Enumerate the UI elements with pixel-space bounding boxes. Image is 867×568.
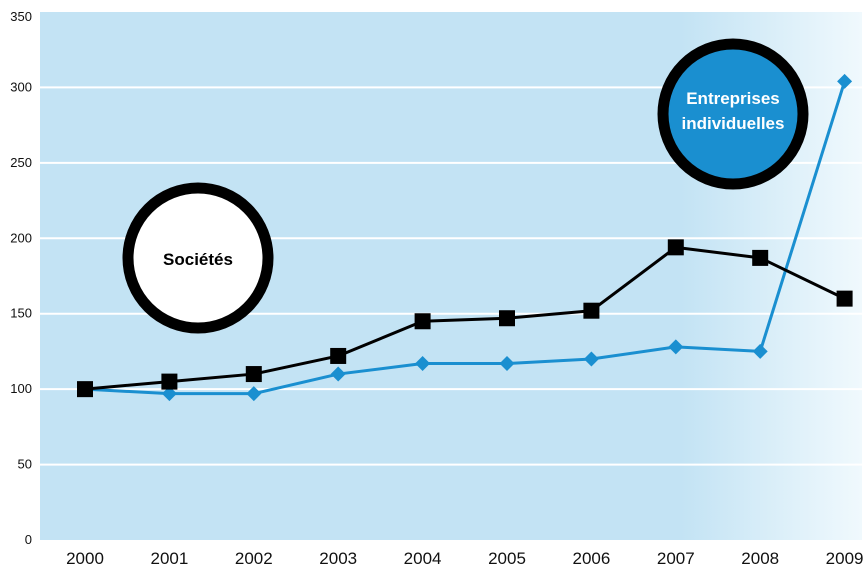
x-tick-label: 2006: [572, 549, 610, 568]
y-tick-label: 250: [10, 155, 32, 170]
y-tick-label: 0: [25, 532, 32, 547]
entreprises-label-line1: Entreprises: [686, 89, 780, 108]
data-point-entreprises: [415, 355, 431, 371]
data-point-societes: [499, 310, 515, 327]
y-tick-label: 200: [10, 230, 32, 245]
series-layer: [77, 73, 853, 402]
y-tick-label: 350: [10, 9, 32, 24]
y-axis-ticks: 0 50 100 150 200 250 300 350: [10, 9, 32, 547]
data-point-societes: [836, 290, 853, 307]
x-tick-label: 2009: [826, 549, 864, 568]
data-point-societes: [245, 366, 262, 383]
y-tick-label: 150: [10, 306, 32, 321]
annotation-bubbles: Sociétés Entreprises individuelles: [122, 38, 809, 334]
societes-bubble: Sociétés: [122, 182, 274, 334]
x-axis-ticks: 2000 2001 2002 2003 2004 2005 2006 2007 2008 2009: [66, 549, 863, 568]
x-tick-label: 2005: [488, 549, 526, 568]
data-point-societes: [752, 249, 769, 266]
data-point-entreprises: [583, 351, 599, 367]
x-tick-label: 2007: [657, 549, 695, 568]
x-tick-label: 2004: [404, 549, 442, 568]
data-point-entreprises: [499, 355, 515, 371]
y-tick-label: 50: [18, 457, 32, 472]
x-tick-label: 2003: [319, 549, 357, 568]
data-point-societes: [330, 347, 347, 364]
data-point-societes: [161, 373, 178, 390]
data-point-entreprises: [837, 73, 853, 89]
data-point-entreprises: [246, 386, 262, 402]
data-point-entreprises: [161, 386, 177, 402]
data-point-societes: [414, 313, 431, 330]
series-societes: [77, 239, 853, 398]
series-line-entreprises: [84, 80, 847, 396]
entreprises-bubble: Entreprises individuelles: [657, 38, 809, 190]
entreprises-label-line2: individuelles: [682, 114, 785, 133]
data-point-societes: [667, 239, 684, 256]
x-tick-label: 2008: [741, 549, 779, 568]
x-tick-label: 2001: [150, 549, 188, 568]
data-point-societes: [583, 302, 600, 319]
series-line-societes: [84, 245, 846, 391]
data-point-entreprises: [752, 343, 768, 359]
y-tick-label: 300: [10, 79, 32, 94]
data-point-entreprises: [330, 366, 346, 382]
data-point-societes: [77, 381, 93, 398]
y-tick-label: 100: [10, 381, 32, 396]
societes-label: Sociétés: [163, 250, 233, 269]
x-tick-label: 2002: [235, 549, 273, 568]
x-tick-label: 2000: [66, 549, 104, 568]
data-point-entreprises: [668, 339, 684, 355]
